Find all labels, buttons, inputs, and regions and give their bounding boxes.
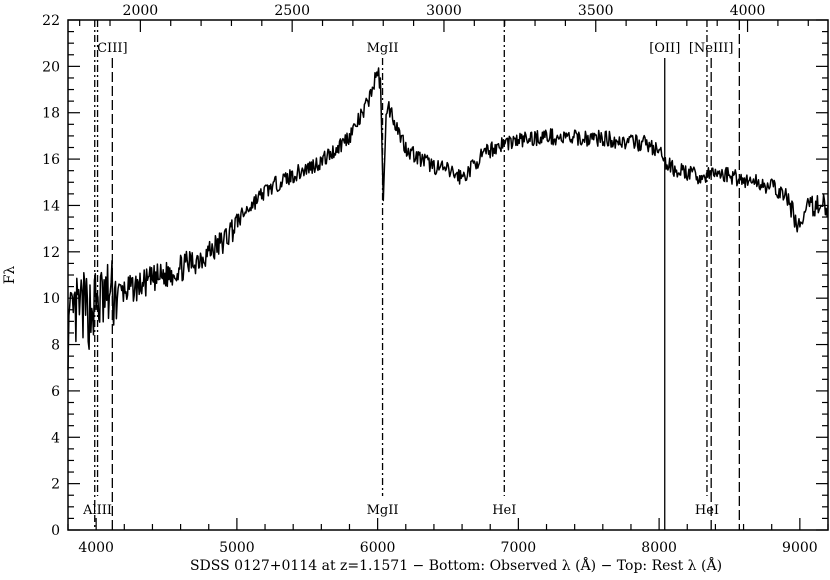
line-label-top-2: CIII]	[97, 41, 127, 56]
line-label-top-5: [OII]	[649, 41, 680, 56]
y-tick-label: 8	[51, 338, 60, 354]
x-tick-label-bottom: 4000	[78, 540, 114, 556]
line-label-top-7: [NeIII]	[689, 41, 734, 56]
line-label-top-3: MgII	[367, 41, 399, 56]
line-label-bottom-1: AlIII	[82, 503, 112, 518]
y-tick-label: 12	[42, 245, 60, 261]
y-tick-label: 4	[51, 430, 60, 446]
x-tick-label-top: 3500	[578, 3, 614, 19]
y-tick-label: 22	[42, 13, 60, 29]
tick-labels: 4000 5000 6000 7000 8000 9000 2000 2500 3000 3500…	[42, 3, 818, 556]
spectrum-line	[67, 67, 829, 371]
y-tick-label: 18	[42, 106, 60, 122]
y-tick-label: 16	[42, 152, 60, 168]
x-tick-label-bottom: 9000	[782, 540, 818, 556]
x-tick-label-top: 2000	[123, 3, 159, 19]
y-tick-label: 14	[42, 198, 60, 214]
y-tick-label: 10	[42, 291, 60, 307]
line-label-bottom-4: HeI	[492, 503, 516, 518]
x-tick-label-top: 2500	[274, 3, 310, 19]
y-tick-label: 20	[42, 59, 60, 75]
y-tick-label: 2	[51, 477, 60, 493]
emission-line-markers: AlIII CIII] MgII MgII HeI [OII] HeI [NeIII]	[82, 20, 740, 530]
line-label-bottom-3: MgII	[367, 503, 399, 518]
x-tick-label-bottom: 8000	[641, 540, 677, 556]
y-axis-title: Fλ	[2, 266, 18, 285]
x-tick-label-bottom: 5000	[219, 540, 255, 556]
x-tick-label-top: 3000	[426, 3, 462, 19]
x-tick-label-bottom: 6000	[360, 540, 396, 556]
x-tick-label-top: 4000	[730, 3, 766, 19]
x-tick-label-bottom: 7000	[501, 540, 537, 556]
line-label-bottom-6: HeI	[695, 503, 719, 518]
x-axis-title: SDSS 0127+0114 at z=1.1571 − Bottom: Obs…	[190, 556, 722, 574]
y-tick-label: 0	[51, 523, 60, 539]
spectrum-series	[67, 67, 829, 371]
y-tick-label: 6	[51, 384, 60, 400]
plot-frame	[67, 19, 829, 531]
